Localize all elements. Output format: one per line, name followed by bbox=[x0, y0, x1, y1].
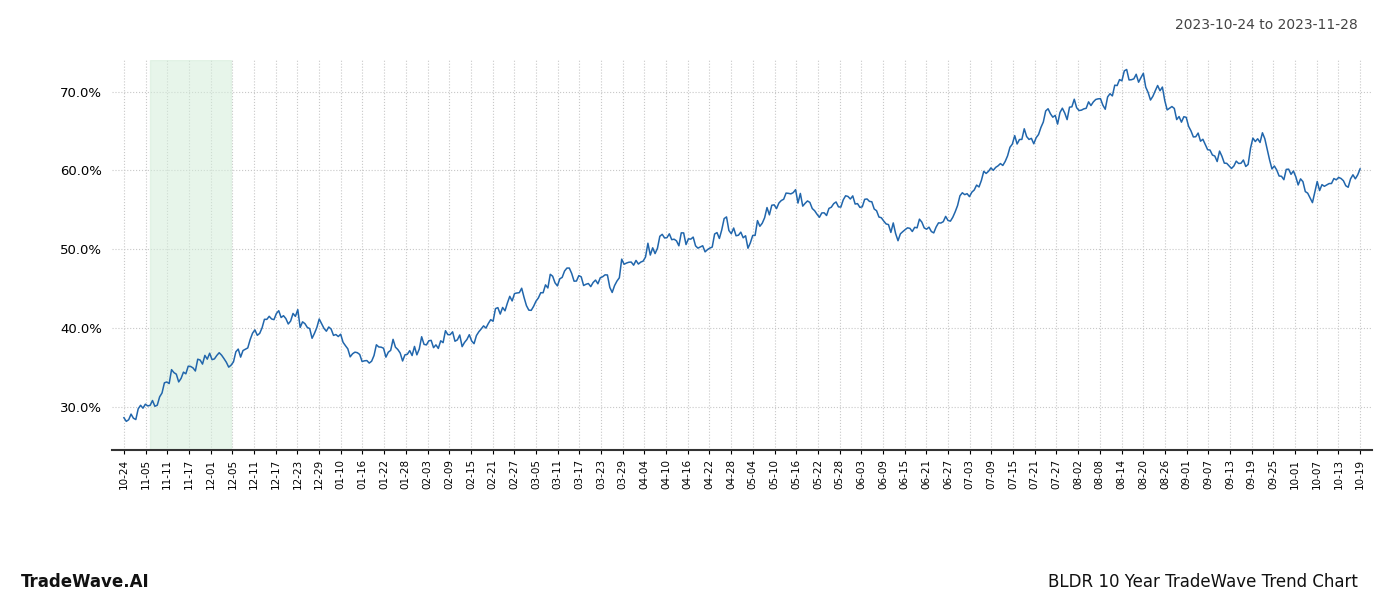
Bar bbox=[150, 60, 231, 450]
Text: TradeWave.AI: TradeWave.AI bbox=[21, 573, 150, 591]
Text: 2023-10-24 to 2023-11-28: 2023-10-24 to 2023-11-28 bbox=[1175, 18, 1358, 32]
Text: BLDR 10 Year TradeWave Trend Chart: BLDR 10 Year TradeWave Trend Chart bbox=[1049, 573, 1358, 591]
